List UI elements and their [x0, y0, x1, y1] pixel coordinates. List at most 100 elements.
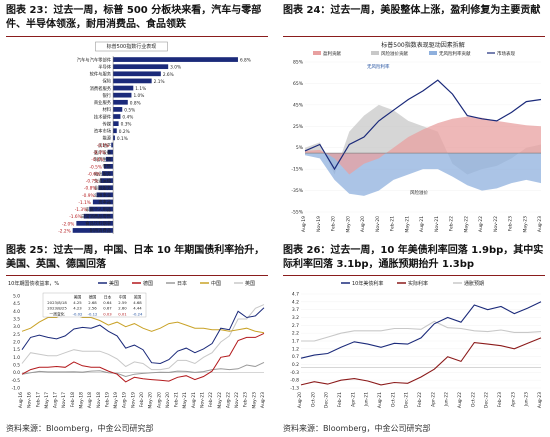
value-label: 0.1% [117, 136, 128, 142]
value-label: 2.6% [163, 72, 174, 78]
sector-bar [107, 149, 114, 155]
value-label: -1.1% [78, 200, 90, 206]
sector-label: 技术硬件 [94, 113, 112, 120]
x-tick-label: Feb-22 [208, 392, 214, 407]
x-tick-label: May-22 [463, 216, 469, 233]
x-tick-label: Nov-20 [165, 392, 171, 408]
sector-bar [113, 64, 169, 70]
x-tick-label: Oct-22 [470, 392, 476, 407]
sector-label: 软件与服务 [90, 71, 112, 78]
x-tick-label: Feb-17 [35, 392, 41, 407]
sector-bar [83, 213, 114, 219]
legend-swatch [313, 51, 321, 55]
y-tick-label: -0.5 [12, 378, 21, 384]
sector-label: 能源 [102, 135, 111, 142]
y-tick-label: 65% [293, 81, 304, 87]
legend-label: 盈利贡献 [323, 50, 341, 57]
y-tick-label: 2.0 [13, 340, 20, 346]
sector-bar [113, 71, 161, 77]
x-tick-label: Oct-21 [390, 392, 396, 407]
y-tick-label: 1.5 [13, 347, 20, 353]
x-tick-label: Aug-20 [360, 216, 366, 232]
sector-bar [113, 99, 128, 105]
sector-bar [72, 228, 114, 233]
legend-label: 通胀预期 [464, 280, 484, 287]
x-tick-label: Aug-19 [122, 392, 128, 408]
value-label: 1.0% [133, 93, 144, 99]
source-26: 资料来源：Bloomberg，中金公司研究部 [283, 424, 431, 433]
y-tick-label: 0.5 [13, 363, 20, 369]
y-tick-label: 5% [296, 145, 304, 151]
sector-label: 材料 [102, 106, 111, 113]
sector-label: 资本市场 [94, 128, 112, 135]
sector-bar [111, 142, 114, 148]
table-cell: 0.01 [118, 311, 127, 316]
x-tick-label: Nov-19 [130, 392, 136, 408]
y-tick-label: 5.0 [13, 294, 20, 300]
table-cell: 一周变化 [49, 311, 64, 316]
x-tick-label: Nov-22 [234, 392, 240, 408]
sector-bar [102, 171, 114, 176]
x-tick-label: Feb-23 [497, 392, 503, 407]
value-label: -0.3% [93, 150, 105, 156]
caption-26: 图表 26：过去一周，10 年美债利率回落 1.9bp，其中实际利率回落 3.1… [283, 245, 544, 270]
value-label: 6.8% [240, 58, 251, 64]
sector-label: 日常消费品零售 [81, 213, 111, 220]
legend-label: 10年美债利率 [352, 280, 383, 287]
yield-line-1 [21, 332, 265, 383]
table-cell: -0.12 [88, 311, 98, 316]
value-label: -0.8% [84, 186, 96, 192]
x-tick-label: Aug-18 [87, 392, 93, 408]
area-series-0 [305, 116, 541, 175]
sector-bar [113, 85, 134, 91]
rule-25 [6, 275, 268, 276]
yield-line-0 [21, 307, 265, 365]
y-tick-label: 3.5 [13, 317, 20, 323]
x-tick-label: Nov-22 [493, 216, 499, 232]
treasury-line-0 [300, 301, 542, 359]
annotation-erp: 风险溢价 [410, 189, 428, 196]
sector-label: 交通运输 [94, 177, 112, 184]
sector-bar [92, 199, 114, 205]
table-cell: 美国 [74, 295, 82, 300]
legend-label: 日本 [177, 280, 187, 287]
x-tick-label: Nov-21 [200, 392, 206, 408]
title-box [95, 41, 168, 52]
sector-bar [105, 156, 114, 162]
sector-bar [113, 128, 117, 134]
value-label: -0.6% [88, 171, 100, 177]
sector-bar [96, 192, 114, 198]
x-tick-label: Nov-20 [375, 216, 381, 232]
x-tick-label: Aug-20 [156, 392, 162, 408]
y-tick-label: -1.3 [290, 386, 299, 392]
x-tick-label: May-19 [113, 392, 119, 409]
chart-title: 10年期国债收益率，% [8, 280, 59, 287]
y-tick-label: 1.0 [13, 355, 20, 361]
sector-bar [113, 114, 121, 119]
sector-label: 家庭个人用品 [85, 206, 111, 213]
market-line [304, 79, 542, 171]
x-tick-label: Aug-21 [419, 216, 425, 232]
y-tick-label: 25% [293, 124, 304, 130]
x-tick-label: Feb-19 [104, 392, 110, 407]
legend-swatch [371, 51, 379, 55]
sector-label: 资本品 [98, 199, 111, 206]
x-tick-label: Dec-21 [404, 392, 410, 408]
y-tick-label: 0.0 [13, 370, 20, 376]
rule-23 [6, 36, 268, 37]
sector-label: 医疗设备 [94, 149, 112, 156]
sector-label: 公用事业 [94, 192, 112, 199]
value-label: 2.1% [154, 79, 165, 85]
sector-bar [113, 135, 115, 141]
y-tick-label: 1.2 [292, 346, 299, 352]
x-tick-label: May-18 [79, 392, 85, 409]
x-tick-label: Aug-23 [537, 216, 543, 232]
x-tick-label: Jun-23 [524, 392, 530, 408]
legend-label: 中国 [211, 280, 221, 287]
value-label: -0.7% [86, 179, 98, 185]
table-cell: 4.23 [73, 306, 82, 311]
legend-label: 英国 [245, 280, 255, 287]
sector-bar [113, 92, 132, 98]
table-cell: 4.25 [73, 300, 82, 305]
table-cell: 2.68 [88, 300, 97, 305]
